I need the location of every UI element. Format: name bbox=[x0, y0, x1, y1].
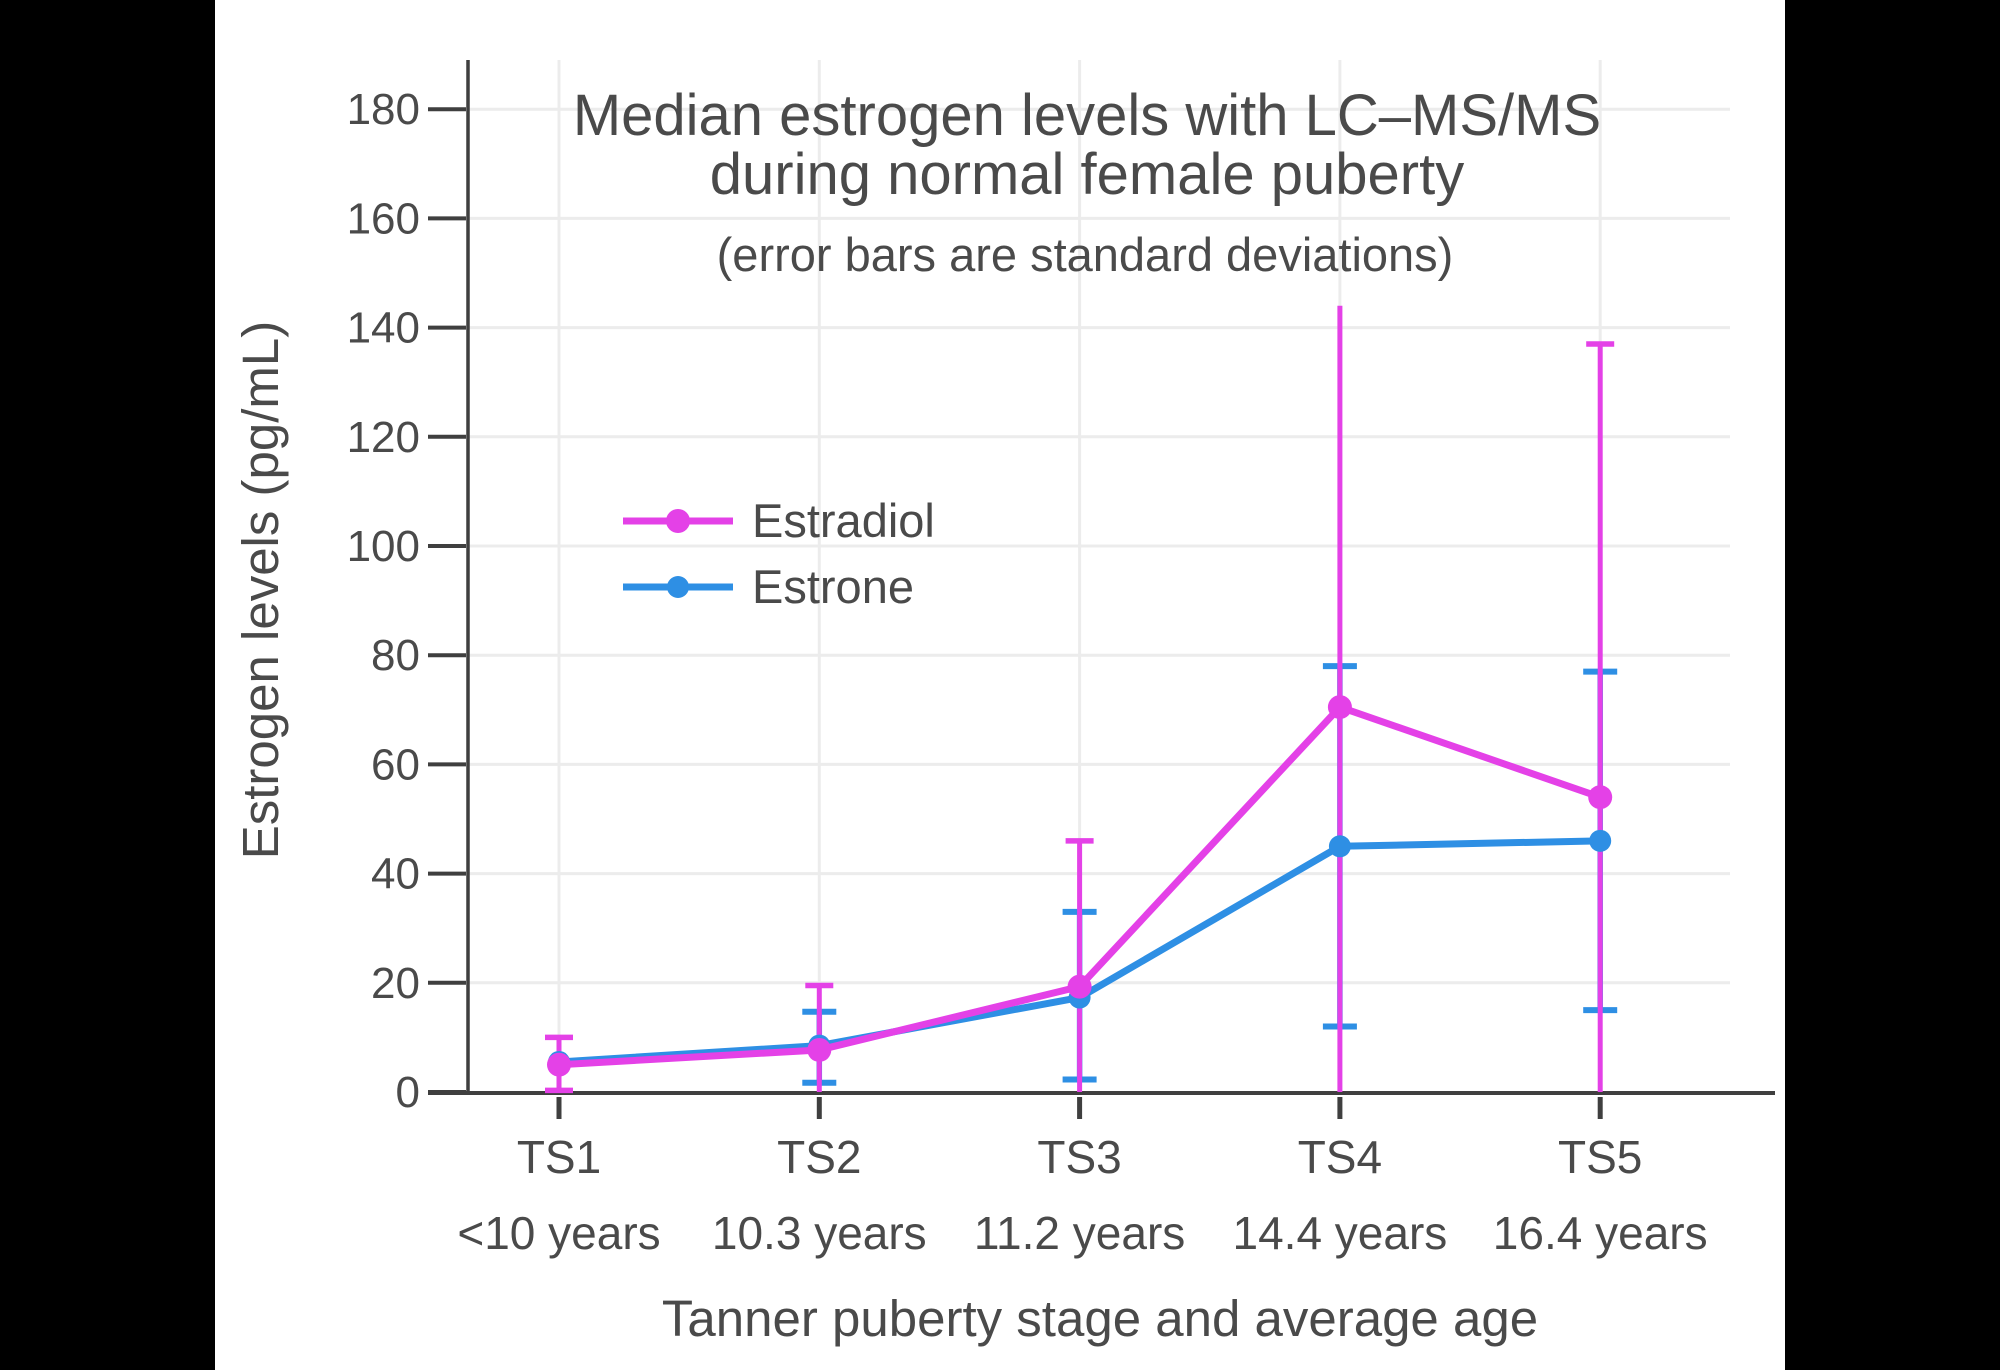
y-tick-label: 60 bbox=[371, 740, 420, 789]
estradiol-data-point[interactable] bbox=[547, 1052, 571, 1077]
tick-label-layer: 0 20 40 60 80 100 120 140 160 180 TS1 <10 years TS2 1… bbox=[347, 85, 1708, 1259]
chart-subtitle: (error bars are standard deviations) bbox=[717, 228, 1454, 281]
x-tick-age-label: 10.3 years bbox=[712, 1207, 927, 1259]
x-tick-age-label: 16.4 years bbox=[1493, 1207, 1708, 1259]
y-tick-label: 80 bbox=[371, 631, 420, 680]
y-tick-label: 0 bbox=[396, 1068, 420, 1117]
x-tick-stage-label: TS4 bbox=[1298, 1131, 1382, 1183]
chart-title-line1: Median estrogen levels with LC–MS/MS bbox=[573, 83, 1601, 148]
legend-marker-estradiol bbox=[666, 509, 690, 533]
x-tick-stage-label: TS3 bbox=[1037, 1131, 1121, 1183]
x-tick-stage-label: TS2 bbox=[777, 1131, 861, 1183]
chart-canvas bbox=[215, 0, 1785, 1370]
estrone-data-point[interactable] bbox=[1328, 835, 1351, 858]
legend: Estradiol Estrone bbox=[623, 494, 935, 613]
legend-item-estrone[interactable]: Estrone bbox=[623, 560, 914, 613]
x-tick-stage-label: TS5 bbox=[1558, 1131, 1642, 1183]
estradiol-data-point[interactable] bbox=[1327, 695, 1352, 720]
y-tick-label: 160 bbox=[347, 194, 420, 243]
y-tick-label: 140 bbox=[347, 304, 420, 353]
legend-item-estradiol[interactable]: Estradiol bbox=[623, 494, 935, 547]
x-tick-age-label: <10 years bbox=[457, 1207, 660, 1259]
x-tick-age-label: 11.2 years bbox=[974, 1207, 1185, 1259]
legend-marker-estrone bbox=[667, 576, 689, 598]
axis-layer bbox=[428, 60, 1775, 1119]
x-axis-label: Tanner puberty stage and average age bbox=[662, 1290, 1538, 1347]
x-tick-stage-label: TS1 bbox=[517, 1131, 601, 1183]
estradiol-data-point[interactable] bbox=[1067, 974, 1092, 999]
estradiol-data-point[interactable] bbox=[807, 1037, 832, 1062]
y-tick-label: 20 bbox=[371, 959, 420, 1008]
estrone-data-point[interactable] bbox=[1589, 829, 1612, 852]
series-layer bbox=[547, 695, 1613, 1077]
grid-layer bbox=[468, 60, 1730, 1092]
chart-title-line2: during normal female puberty bbox=[710, 142, 1464, 207]
y-tick-label: 180 bbox=[347, 85, 420, 134]
y-axis-label: Estrogen levels (pg/mL) bbox=[232, 321, 289, 860]
x-tick-age-label: 14.4 years bbox=[1233, 1207, 1448, 1259]
estradiol-data-point[interactable] bbox=[1588, 785, 1613, 810]
y-tick-label: 40 bbox=[371, 850, 420, 899]
y-tick-label: 100 bbox=[347, 522, 420, 571]
legend-label-estrone: Estrone bbox=[752, 560, 914, 613]
y-tick-label: 120 bbox=[347, 413, 420, 462]
legend-label-estradiol: Estradiol bbox=[752, 494, 935, 547]
